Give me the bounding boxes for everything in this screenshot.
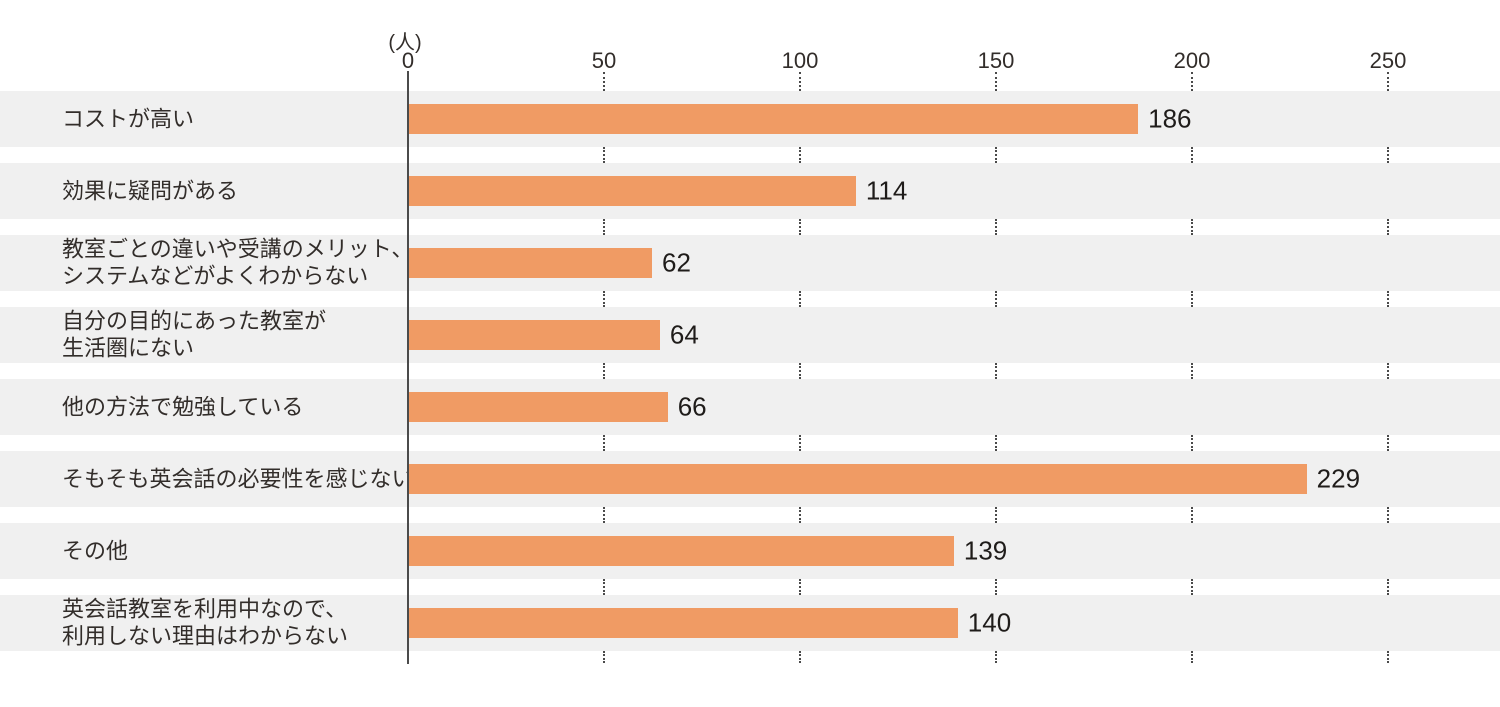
gridline-segment (799, 290, 801, 307)
gridline-segment (799, 146, 801, 163)
bar-value-label: 139 (963, 535, 1008, 566)
bar-value-label: 62 (662, 247, 691, 278)
gridline-segment (799, 218, 801, 235)
x-tick-label-250: 250 (1369, 48, 1407, 73)
bar (409, 607, 958, 638)
gridline-segment (1191, 362, 1193, 379)
gridline-segment (603, 146, 605, 163)
chart-row: そもそも英会話の必要性を感じない 229 (0, 451, 1500, 507)
gridline-segment (1387, 506, 1389, 523)
gridline-segment (603, 218, 605, 235)
gridline-segment (1387, 362, 1389, 379)
gridline-segment (603, 506, 605, 523)
bar-value-label: 64 (669, 319, 699, 350)
chart-row: 自分の目的にあった教室が 生活圏にない 64 (0, 307, 1500, 363)
gridline-segment (1191, 72, 1193, 91)
gridline-segment (995, 434, 997, 451)
bar-value-label: 66 (677, 391, 707, 422)
gridline-segment (1387, 72, 1389, 91)
gridline-segment (603, 290, 605, 307)
bar (409, 103, 1139, 134)
gridline-segment (995, 146, 997, 163)
bar-value-label: 186 (1148, 103, 1192, 134)
bar (409, 463, 1307, 494)
bar (409, 175, 856, 206)
category-label: コストが高い (62, 106, 195, 131)
gridline-segment (995, 362, 997, 379)
gridline-segment (1191, 434, 1193, 451)
gridline-segment (1191, 146, 1193, 163)
gridline-segment (1387, 290, 1389, 307)
axis-unit-label: (人) (388, 32, 422, 54)
chart-row: 英会話教室を利用中なので、 利用しない理由はわからない 140 (0, 595, 1500, 651)
chart-row: 効果に疑問がある 114 (0, 163, 1500, 219)
gridline-segment (799, 72, 801, 91)
x-tick-label-200: 200 (1173, 48, 1211, 73)
category-label: 自分の目的にあった教室が 生活圏にない (62, 308, 327, 361)
category-label: 教室ごとの違いや受講のメリット、 システムなどがよくわからない (62, 236, 414, 289)
bar-value-label: 140 (967, 607, 1012, 638)
gridline-segment (1387, 218, 1389, 235)
category-label: その他 (62, 538, 129, 563)
gridline-segment (995, 506, 997, 523)
bar (409, 535, 954, 566)
gridline-segment (603, 72, 605, 91)
gridline-segment (799, 362, 801, 379)
gridline-segment (1191, 218, 1193, 235)
gridline-segment (603, 650, 605, 663)
chart-row: 他の方法で勉強している 66 (0, 379, 1500, 435)
category-label: そもそも英会話の必要性を感じない (62, 466, 414, 491)
gridline-segment (799, 650, 801, 663)
gridline-segment (995, 72, 997, 91)
bar-value-label: 229 (1316, 463, 1361, 494)
gridline-segment (995, 578, 997, 595)
gridline-segment (1191, 650, 1193, 663)
gridline-segment (603, 362, 605, 379)
x-tick-label-150: 150 (977, 48, 1015, 73)
category-label: 他の方法で勉強している (62, 394, 304, 419)
x-tick-label-50: 50 (591, 48, 617, 73)
gridline-segment (995, 290, 997, 307)
gridline-segment (603, 434, 605, 451)
gridline-segment (1387, 578, 1389, 595)
bar-value-label: 114 (865, 175, 908, 206)
bar (409, 319, 660, 350)
category-label: 英会話教室を利用中なので、 利用しない理由はわからない (62, 596, 349, 649)
chart-row: コストが高い 186 (0, 91, 1500, 147)
chart-row: 教室ごとの違いや受講のメリット、 システムなどがよくわからない 62 (0, 235, 1500, 291)
chart-row: その他 139 (0, 523, 1500, 579)
x-tick-label-100: 100 (781, 48, 819, 73)
gridline-segment (603, 578, 605, 595)
bar (409, 247, 653, 278)
gridline-segment (995, 218, 997, 235)
gridline-segment (1191, 578, 1193, 595)
gridline-segment (1191, 506, 1193, 523)
gridline-segment (1387, 434, 1389, 451)
gridline-segment (995, 650, 997, 663)
gridline-segment (799, 434, 801, 451)
bar (409, 391, 668, 422)
y-axis-line (407, 71, 409, 664)
x-tick-label-0: 0 (401, 48, 415, 73)
gridline-segment (1387, 650, 1389, 663)
gridline-segment (1387, 146, 1389, 163)
gridline-segment (1191, 290, 1193, 307)
gridline-segment (799, 578, 801, 595)
category-label: 効果に疑問がある (62, 178, 239, 203)
gridline-segment (799, 506, 801, 523)
